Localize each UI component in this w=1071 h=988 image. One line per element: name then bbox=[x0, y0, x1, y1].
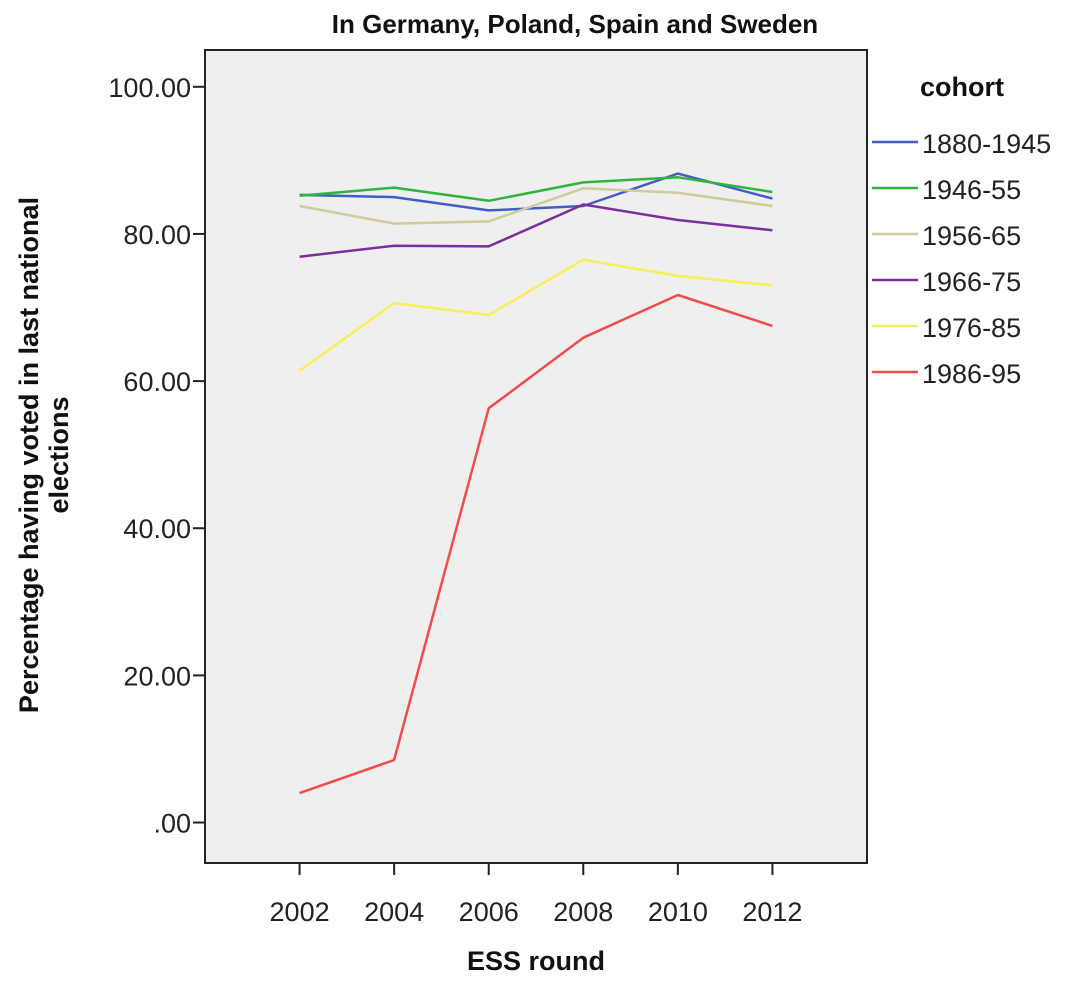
x-tick-label: 2002 bbox=[270, 897, 330, 927]
x-axis-title: ESS round bbox=[467, 946, 605, 976]
x-axis: 2002 2004 2006 2008 2010 2012 bbox=[270, 863, 802, 927]
x-tick-label: 2010 bbox=[648, 897, 708, 927]
plot-area bbox=[204, 49, 868, 864]
legend-title: cohort bbox=[920, 72, 1004, 102]
legend-label: 1880-1945 bbox=[922, 129, 1051, 159]
legend: cohort 1880-1945 1946-55 1956-65 1966-75 197… bbox=[872, 72, 1051, 389]
y-tick-label: 100.00 bbox=[108, 73, 191, 103]
series-lines bbox=[298, 172, 773, 795]
x-tick-label: 2006 bbox=[459, 897, 519, 927]
legend-label: 1946-55 bbox=[922, 175, 1021, 205]
y-axis: .00 20.00 40.00 60.00 80.00 100.00 bbox=[108, 73, 205, 839]
legend-label: 1966-75 bbox=[922, 267, 1021, 297]
y-tick-label: .00 bbox=[153, 809, 191, 839]
y-tick-label: 80.00 bbox=[123, 220, 191, 250]
y-tick-label: 60.00 bbox=[123, 367, 191, 397]
legend-label: 1956-65 bbox=[922, 221, 1021, 251]
legend-label: 1986-95 bbox=[922, 359, 1021, 389]
y-tick-label: 40.00 bbox=[123, 514, 191, 544]
series-line-1946-55 bbox=[299, 176, 773, 203]
y-axis-title-line-1: Percentage having voted in last national bbox=[14, 197, 44, 713]
series-line-1956-65 bbox=[299, 187, 773, 225]
series-line-1986-95 bbox=[299, 293, 773, 795]
y-tick-label: 20.00 bbox=[123, 661, 191, 691]
y-axis-title-line-2: elections bbox=[44, 396, 74, 513]
series-line-1976-85 bbox=[298, 258, 773, 372]
legend-label: 1976-85 bbox=[922, 313, 1021, 343]
series-line-1880-1945 bbox=[299, 172, 773, 212]
series-line-1966-75 bbox=[299, 203, 773, 258]
chart-title: In Germany, Poland, Spain and Sweden bbox=[332, 9, 818, 39]
x-tick-label: 2004 bbox=[364, 897, 424, 927]
y-axis-title-group: Percentage having voted in last national… bbox=[14, 197, 74, 713]
x-tick-label: 2008 bbox=[553, 897, 613, 927]
x-tick-label: 2012 bbox=[742, 897, 802, 927]
